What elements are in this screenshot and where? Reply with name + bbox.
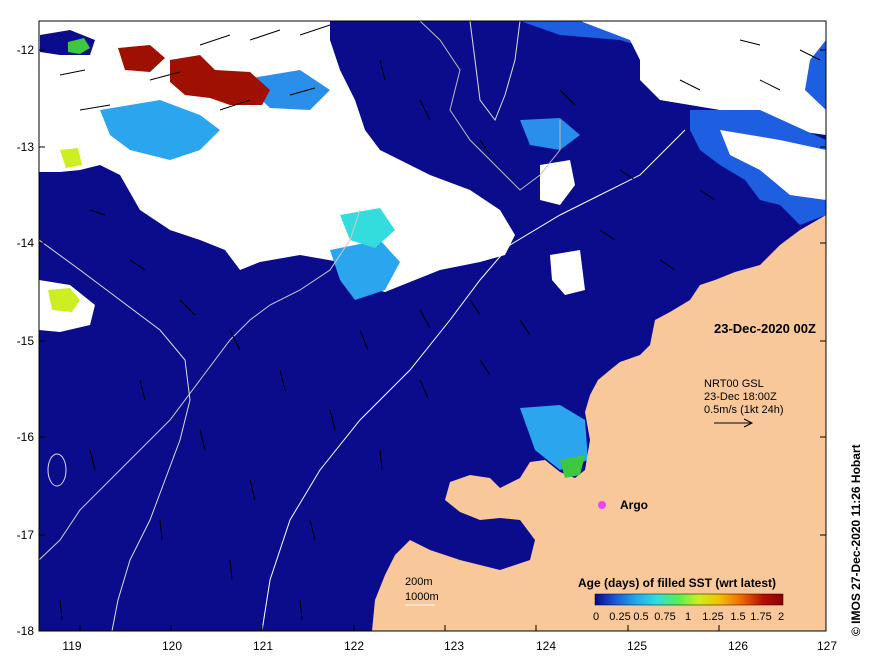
x-tick-label: 119 <box>62 639 81 653</box>
sst-patch-cloud-edge-1 <box>100 100 220 160</box>
contour-200m-west <box>39 209 361 561</box>
map-plot-area <box>39 21 826 631</box>
x-tick-label: 125 <box>627 639 647 653</box>
argo-label: Argo <box>620 498 648 512</box>
colorbar-tick: 1.25 <box>702 611 723 623</box>
sst-patch-mid <box>520 118 580 150</box>
current-vectors <box>59 24 821 621</box>
x-tick-label: 122 <box>344 639 364 653</box>
colorbar-tick: 0.5 <box>633 611 648 623</box>
colorbar-tick: 1.5 <box>730 611 745 623</box>
y-tick-label: -16 <box>17 430 35 444</box>
y-tick-label: -14 <box>17 236 35 250</box>
contour-1000m-west <box>39 239 191 631</box>
cloud-patch-small <box>540 160 575 205</box>
x-axis-labels: 119 120 121 122 123 124 125 126 127 <box>62 639 837 653</box>
current-reference-line1: NRT00 GSL <box>704 378 764 390</box>
x-tick-label: 127 <box>817 639 837 653</box>
y-tick-label: -12 <box>17 43 35 57</box>
cloud-cover-east <box>720 130 826 200</box>
land-australia <box>372 215 826 631</box>
argo-float-marker <box>598 501 606 509</box>
cloud-cover-northeast <box>580 21 826 135</box>
current-reference-line3: 0.5m/s (1kt 24h) <box>704 404 783 416</box>
current-reference-line2: 23-Dec 18:00Z <box>704 391 777 403</box>
reference-arrow-icon <box>743 418 754 428</box>
colorbar-tick: 0 <box>593 611 599 623</box>
contour-legend: 200m 1000m <box>405 576 439 603</box>
x-tick-label: 121 <box>253 639 273 653</box>
map-frame <box>38 20 827 632</box>
y-tick-label: -17 <box>17 528 35 542</box>
y-axis-labels: -12 -13 -14 -15 -16 -17 -18 <box>17 43 35 638</box>
colorbar-tick: 1.75 <box>750 611 771 623</box>
x-tick-label: 123 <box>444 639 464 653</box>
colorbar-tick: 1 <box>685 611 691 623</box>
sst-patch-green-coast <box>560 455 585 478</box>
x-tick-label: 120 <box>162 639 182 653</box>
cloud-patch-coast <box>550 250 585 295</box>
colorbar-tick: 2 <box>778 611 784 623</box>
imos-credit: © IMOS 27-Dec-2020 11:26 Hobart <box>849 444 863 636</box>
sst-old-patch-2 <box>118 45 165 72</box>
axis-ticks <box>39 49 826 631</box>
contour-200m-north <box>419 21 561 191</box>
contour-legend-1000m: 1000m <box>405 591 439 603</box>
y-tick-label: -15 <box>17 334 35 348</box>
y-tick-label: -13 <box>17 140 35 154</box>
colorbar-tick: 0.25 <box>609 611 630 623</box>
x-tick-label: 124 <box>536 639 556 653</box>
sst-patch-green-w2 <box>60 148 82 168</box>
colorbar <box>594 593 784 606</box>
y-tick-label: -18 <box>17 624 35 638</box>
colorbar-tick: 0.75 <box>654 611 675 623</box>
contour-seamount <box>47 453 67 487</box>
colorbar-tick-labels: 0 0.25 0.5 0.75 1 1.25 1.5 1.75 2 <box>593 611 784 623</box>
sst-patch-coastal <box>520 405 588 470</box>
current-reference: NRT00 GSL 23-Dec 18:00Z 0.5m/s (1kt 24h) <box>704 378 783 416</box>
sst-old-patch-1 <box>170 55 270 105</box>
contour-rowley-shoals <box>469 21 521 122</box>
sst-patch-green-nw <box>68 38 90 54</box>
cloud-cover-northwest <box>39 21 515 292</box>
date-label: 23-Dec-2020 00Z <box>714 321 816 336</box>
sst-patch-cloud-edge-4 <box>340 208 395 248</box>
sst-patch-green-w <box>48 288 80 312</box>
x-tick-label: 126 <box>728 639 748 653</box>
colorbar-title: Age (days) of filled SST (wrt latest) <box>578 576 776 590</box>
contour-legend-200m: 200m <box>405 576 433 588</box>
sst-patch-cloud-edge-3 <box>330 240 400 300</box>
